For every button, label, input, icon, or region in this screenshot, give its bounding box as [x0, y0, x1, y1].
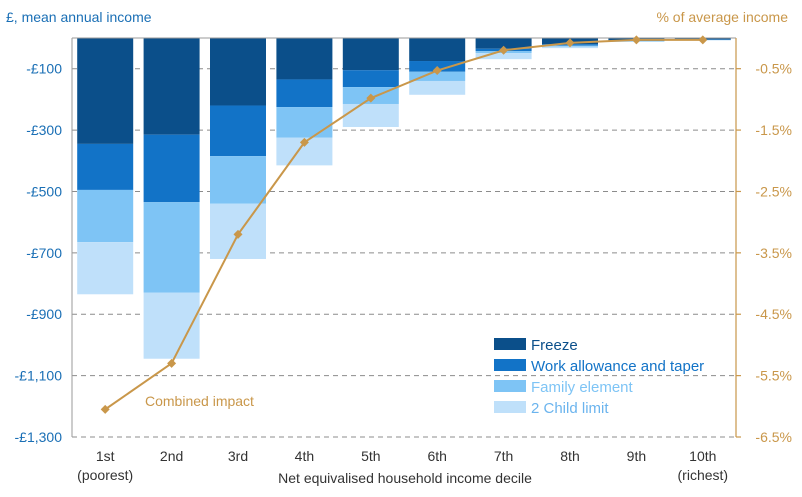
x-tick-label: 5th [361, 448, 380, 464]
bar-segment [343, 70, 399, 87]
x-tick-label: 7th [494, 448, 513, 464]
combined-impact-label: Combined impact [145, 393, 254, 409]
x-tick-sublabel: (richest) [678, 467, 729, 483]
y-axis-left-title: £, mean annual income [6, 9, 152, 25]
legend-swatch [494, 401, 526, 413]
bar-segment [210, 156, 266, 204]
x-tick-label: 9th [627, 448, 646, 464]
bar-segment [409, 38, 465, 61]
x-tick-label: 1st [96, 448, 115, 464]
y-right-tick-label: -0.5% [755, 61, 792, 77]
bar-segment [343, 38, 399, 70]
y-left-tick-label: -£900 [26, 306, 62, 322]
y-left-tick-label: -£500 [26, 183, 62, 199]
bar-segment [77, 144, 133, 190]
y-axis-right-title: % of average income [656, 9, 788, 25]
bar-segment [276, 38, 332, 79]
bar-segment [77, 38, 133, 144]
bar-segment [77, 242, 133, 294]
bar-segment [210, 106, 266, 157]
legend-label: Family element [531, 379, 634, 396]
y-right-tick-label: -5.5% [755, 368, 792, 384]
x-tick-label: 10th [689, 448, 716, 464]
combined-impact-marker [632, 35, 641, 44]
y-right-tick-label: -2.5% [755, 183, 792, 199]
x-tick-label: 8th [560, 448, 579, 464]
y-left-tick-label: -£300 [26, 122, 62, 138]
x-axis-title: Net equivalised household income decile [278, 470, 532, 486]
bar-segment [276, 107, 332, 138]
legend-label: Freeze [531, 337, 578, 354]
x-tick-label: 6th [427, 448, 446, 464]
y-right-tick-label: -6.5% [755, 429, 792, 445]
bar-segment [144, 38, 200, 135]
x-tick-label: 2nd [160, 448, 183, 464]
bar-segment [144, 135, 200, 203]
y-left-tick-label: -£100 [26, 61, 62, 77]
bars [77, 38, 731, 359]
y-left-tick-label: -£1,100 [15, 368, 63, 384]
legend-swatch [494, 338, 526, 350]
combined-impact-marker [698, 35, 707, 44]
x-tick-label: 3rd [228, 448, 248, 464]
bar-segment [144, 202, 200, 293]
bar-segment [409, 81, 465, 95]
bar-segment [276, 79, 332, 107]
x-tick-sublabel: (poorest) [77, 467, 133, 483]
legend-label: Work allowance and taper [531, 358, 704, 375]
y-right-tick-label: -1.5% [755, 122, 792, 138]
legend-swatch [494, 359, 526, 371]
bar-segment [210, 38, 266, 106]
bar-segment [77, 190, 133, 242]
legend-label: 2 Child limit [531, 400, 609, 417]
y-right-tick-label: -3.5% [755, 245, 792, 261]
y-left-tick-label: -£700 [26, 245, 62, 261]
legend: Freeze Work allowance and taper Family ele… [494, 337, 704, 417]
y-right-tick-label: -4.5% [755, 306, 792, 322]
legend-swatch [494, 380, 526, 392]
bar-segment [343, 104, 399, 127]
y-left-tick-label: -£1,300 [15, 429, 63, 445]
x-tick-label: 4th [295, 448, 314, 464]
